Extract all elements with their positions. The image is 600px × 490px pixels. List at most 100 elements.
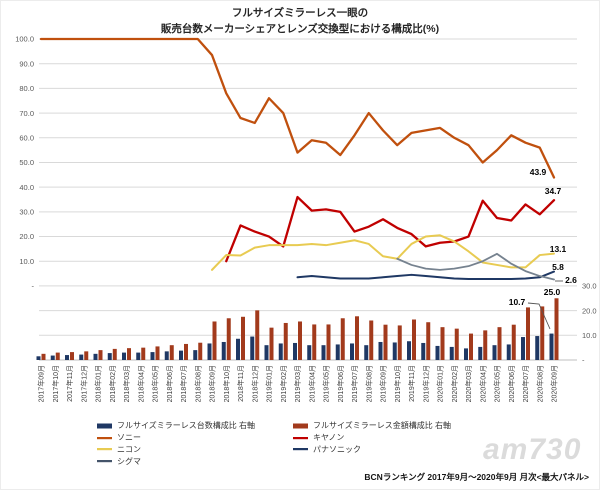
svg-text:2019年08月: 2019年08月 (364, 365, 373, 402)
line-4 (396, 252, 555, 281)
legend-column-1: フルサイズミラーレス台数構成比 右軸 ソニー ニコン シグマ (97, 420, 255, 467)
value-bar-swatch (293, 423, 308, 429)
svg-text:25.0: 25.0 (544, 287, 561, 297)
svg-text:2020年07月: 2020年07月 (521, 365, 530, 402)
svg-text:2017年10月: 2017年10月 (51, 365, 60, 402)
legend-item-nikon: ニコン (97, 444, 255, 456)
bar-series-0 (36, 333, 554, 360)
right-axis-labels: 30.0 20.0 10.0 - (582, 282, 597, 365)
svg-text:2018年03月: 2018年03月 (122, 365, 131, 402)
line-2 (211, 234, 555, 271)
svg-text:2019年06月: 2019年06月 (336, 365, 345, 402)
svg-text:2019年03月: 2019年03月 (293, 365, 302, 402)
chart-svg: 100.0 90.0 80.0 70.0 60.0 50.0 40.0 30.0 20.0 10.… (15, 35, 597, 403)
legend-label: パナソニック (313, 444, 361, 454)
nikon-line-swatch (97, 448, 112, 451)
svg-text:2018年05月: 2018年05月 (151, 365, 160, 402)
svg-text:2019年05月: 2019年05月 (322, 365, 331, 402)
svg-text:2019年12月: 2019年12月 (421, 365, 430, 402)
svg-text:2017年12月: 2017年12月 (79, 365, 88, 402)
svg-text:2017年11月: 2017年11月 (65, 365, 74, 402)
label-leaders (527, 280, 563, 330)
legend-label: キヤノン (313, 433, 345, 443)
chart-title-line1: フルサイズミラーレス一眼の (231, 7, 369, 19)
bars (36, 298, 559, 360)
am730-watermark: am730 (483, 433, 582, 466)
svg-text:2018年09月: 2018年09月 (208, 365, 217, 402)
svg-text:2018年07月: 2018年07月 (179, 365, 188, 402)
svg-text:40.0: 40.0 (19, 183, 34, 192)
legend-label: フルサイズミラーレス台数構成比 右軸 (117, 421, 255, 431)
svg-text:2019年07月: 2019年07月 (350, 365, 359, 402)
chart-title-line2: 販売台数メーカーシェアとレンズ交換型における構成比(%) (160, 23, 440, 35)
legend-item-value-share: フルサイズミラーレス金額構成比 右軸 (293, 420, 451, 432)
svg-text:2018年01月: 2018年01月 (94, 365, 103, 402)
left-axis-labels: 100.0 90.0 80.0 70.0 60.0 50.0 40.0 30.0 20.0 10.… (15, 35, 34, 291)
legend-item-sigma: シグマ (97, 455, 255, 467)
svg-text:2019年09月: 2019年09月 (379, 365, 388, 402)
svg-text:2019年02月: 2019年02月 (279, 365, 288, 402)
svg-text:80.0: 80.0 (19, 84, 34, 93)
svg-text:2019年04月: 2019年04月 (307, 365, 316, 402)
legend-label: フルサイズミラーレス金額構成比 右軸 (313, 421, 451, 431)
svg-text:2020年04月: 2020年04月 (478, 365, 487, 402)
canon-line-swatch (293, 436, 308, 439)
legend-label: ソニー (117, 433, 141, 443)
svg-text:-: - (582, 356, 585, 365)
svg-text:34.7: 34.7 (545, 186, 562, 196)
svg-text:2019年11月: 2019年11月 (407, 365, 416, 402)
svg-text:10.7: 10.7 (509, 297, 526, 307)
data-labels: 43.9 34.7 13.1 5.82.6 25.0 10.7 (509, 167, 577, 307)
svg-text:2020年05月: 2020年05月 (493, 365, 502, 402)
svg-text:10.0: 10.0 (582, 331, 597, 340)
legend-item-panasonic: パナソニック (293, 444, 451, 456)
svg-text:90.0: 90.0 (19, 59, 34, 68)
svg-text:2020年01月: 2020年01月 (436, 365, 445, 402)
svg-text:2020年06月: 2020年06月 (507, 365, 516, 402)
svg-text:2018年04月: 2018年04月 (136, 365, 145, 402)
svg-text:2020年02月: 2020年02月 (450, 365, 459, 402)
panasonic-line-swatch (293, 448, 308, 451)
svg-text:2020年08月: 2020年08月 (535, 365, 544, 402)
sigma-line-swatch (97, 460, 112, 463)
source-caption: BCNランキング 2017年9月～2020年9月 月次<最大パネル> (364, 472, 589, 482)
legend-label: ニコン (117, 444, 141, 454)
svg-text:2018年12月: 2018年12月 (250, 365, 259, 402)
svg-text:100.0: 100.0 (15, 35, 34, 44)
svg-text:50.0: 50.0 (19, 158, 34, 167)
legend-label: シグマ (117, 456, 141, 466)
lines (39, 37, 556, 281)
svg-text:20.0: 20.0 (19, 232, 34, 241)
svg-text:2018年11月: 2018年11月 (236, 365, 245, 402)
svg-text:2019年10月: 2019年10月 (393, 365, 402, 402)
svg-text:2018年08月: 2018年08月 (193, 365, 202, 402)
svg-text:60.0: 60.0 (19, 133, 34, 142)
line-3 (296, 270, 555, 281)
svg-text:2019年01月: 2019年01月 (265, 365, 274, 402)
svg-text:10.0: 10.0 (19, 257, 34, 266)
svg-text:20.0: 20.0 (582, 306, 597, 315)
line-1 (225, 195, 556, 263)
legend-item-sony: ソニー (97, 432, 255, 444)
x-axis-labels: 2017年09月 2017年10月 2017年11月 2017年12月 2018年01月… (37, 365, 559, 402)
svg-text:2018年02月: 2018年02月 (108, 365, 117, 402)
svg-text:13.1: 13.1 (550, 244, 567, 254)
svg-text:2018年06月: 2018年06月 (165, 365, 174, 402)
chart-title: フルサイズミラーレス一眼の 販売台数メーカーシェアとレンズ交換型における構成比(… (1, 5, 599, 37)
line-0 (39, 37, 556, 179)
svg-text:30.0: 30.0 (19, 208, 34, 217)
svg-text:30.0: 30.0 (582, 282, 597, 291)
svg-text:-: - (32, 282, 35, 291)
legend-item-canon: キヤノン (293, 432, 451, 444)
svg-text:2017年09月: 2017年09月 (37, 365, 46, 402)
svg-text:2018年10月: 2018年10月 (222, 365, 231, 402)
legend-item-units-share: フルサイズミラーレス台数構成比 右軸 (97, 420, 255, 432)
sony-line-swatch (97, 436, 112, 439)
gridlines (39, 38, 577, 361)
bar-series-1 (41, 298, 559, 360)
svg-text:2.6: 2.6 (565, 275, 577, 285)
svg-text:5.8: 5.8 (552, 262, 564, 272)
legend-column-2: フルサイズミラーレス金額構成比 右軸 キヤノン パナソニック (293, 420, 451, 455)
svg-text:70.0: 70.0 (19, 109, 34, 118)
